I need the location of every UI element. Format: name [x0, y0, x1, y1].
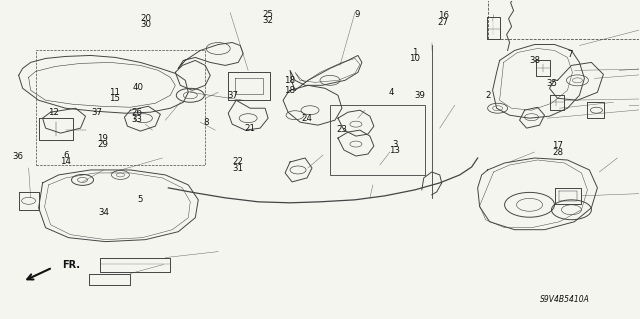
Text: 31: 31	[232, 164, 243, 173]
Text: 33: 33	[131, 115, 142, 124]
Text: 8: 8	[204, 118, 209, 128]
Text: 15: 15	[109, 94, 120, 103]
Text: 4: 4	[388, 88, 394, 97]
Text: FR.: FR.	[63, 260, 81, 270]
Text: 26: 26	[131, 108, 142, 117]
Text: 11: 11	[109, 88, 120, 97]
Text: 25: 25	[262, 10, 273, 19]
Text: 14: 14	[60, 157, 71, 166]
Text: 16: 16	[438, 11, 449, 20]
Text: S9V4B5410A: S9V4B5410A	[540, 295, 589, 304]
Bar	[488, 0, 640, 39]
Bar	[330, 105, 425, 175]
Text: 28: 28	[552, 148, 563, 157]
Bar	[36, 50, 205, 165]
Text: 21: 21	[244, 124, 255, 133]
Text: 1: 1	[412, 48, 417, 57]
Text: 17: 17	[552, 141, 563, 150]
Text: 40: 40	[132, 83, 143, 92]
Text: 19: 19	[97, 134, 108, 143]
Text: 2: 2	[485, 91, 491, 100]
Text: 3: 3	[392, 140, 397, 149]
Text: 10: 10	[409, 54, 420, 63]
Text: 5: 5	[137, 195, 143, 204]
Text: 6: 6	[63, 151, 68, 160]
Text: 18: 18	[285, 86, 296, 95]
Text: 18: 18	[285, 76, 296, 85]
Text: 29: 29	[97, 140, 108, 149]
Text: 12: 12	[48, 108, 59, 117]
Text: 39: 39	[415, 92, 426, 100]
Text: 22: 22	[232, 157, 243, 166]
Text: 36: 36	[12, 152, 24, 161]
Text: 20: 20	[141, 14, 152, 23]
Text: 27: 27	[438, 19, 449, 27]
Text: 37: 37	[227, 91, 238, 100]
Text: 24: 24	[301, 114, 312, 123]
Text: 7: 7	[567, 50, 572, 59]
Text: 30: 30	[141, 20, 152, 29]
Text: 23: 23	[336, 125, 348, 135]
Text: 32: 32	[262, 16, 273, 25]
Text: 9: 9	[355, 11, 360, 19]
Text: 34: 34	[99, 208, 109, 217]
Text: 35: 35	[547, 79, 557, 88]
Text: 38: 38	[529, 56, 540, 65]
Text: 37: 37	[91, 108, 102, 117]
Text: 13: 13	[389, 146, 400, 155]
